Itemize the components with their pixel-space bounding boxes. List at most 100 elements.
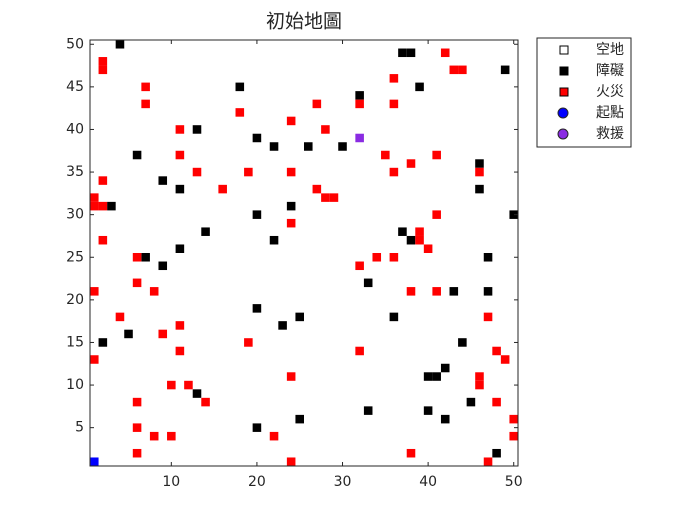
map-cell <box>440 48 450 58</box>
map-cell <box>175 244 185 253</box>
map-cell <box>406 48 416 58</box>
map-cell <box>355 91 364 100</box>
map-cell <box>184 380 193 390</box>
map-cell <box>90 201 99 211</box>
map-cell <box>492 397 501 407</box>
map-cell <box>132 253 142 262</box>
map-cell <box>423 406 433 415</box>
y-tick-label: 30 <box>66 207 84 223</box>
map-cell <box>235 108 245 117</box>
map-cell <box>192 125 202 134</box>
legend-label: 起點 <box>596 105 624 121</box>
map-cell <box>406 448 416 458</box>
map-cell <box>389 312 399 322</box>
map-cell <box>252 133 262 143</box>
map-cell <box>201 227 210 236</box>
map-cell <box>329 193 339 202</box>
y-tick-label: 15 <box>66 334 84 350</box>
map-cell <box>295 414 304 424</box>
map-cell <box>406 159 416 168</box>
map-cell <box>98 338 108 347</box>
x-tick-label: 30 <box>334 474 352 490</box>
map-cell <box>175 125 185 134</box>
map-cell <box>509 414 518 424</box>
y-tick-label: 40 <box>66 121 84 137</box>
map-cell <box>432 150 441 160</box>
map-cell <box>286 372 296 381</box>
map-cell <box>423 372 433 381</box>
map-cell <box>389 99 399 109</box>
map-cell <box>175 346 185 356</box>
map-cell <box>415 227 424 236</box>
map-cell <box>201 397 210 407</box>
map-cell <box>389 253 399 262</box>
map-cell <box>278 321 287 330</box>
map-cell <box>132 397 142 407</box>
map-cell <box>175 184 185 194</box>
map-cell <box>389 167 399 177</box>
map-cell <box>286 116 296 126</box>
map-cell <box>244 338 253 347</box>
map-cell <box>124 329 133 339</box>
map-cell <box>132 448 142 458</box>
map-cell <box>252 304 262 313</box>
map-cell <box>175 150 185 160</box>
map-cell <box>475 372 484 381</box>
map-cell <box>449 287 459 296</box>
map-cell <box>286 218 296 228</box>
map-cell <box>141 82 150 92</box>
map-cell <box>90 287 99 296</box>
map-cell <box>218 184 227 194</box>
x-tick-label: 10 <box>162 474 180 490</box>
map-cell <box>235 82 245 92</box>
map-cell <box>90 457 99 466</box>
map-cell <box>440 414 450 424</box>
legend-label: 障礙 <box>596 63 624 79</box>
map-cell <box>312 184 322 194</box>
map-cell <box>141 99 150 109</box>
map-cell <box>363 278 373 288</box>
x-tick-label: 50 <box>505 474 523 490</box>
map-cell <box>355 261 364 271</box>
y-tick-label: 45 <box>66 79 84 95</box>
map-cell <box>132 150 142 160</box>
map-cell <box>312 99 322 109</box>
map-cell <box>158 329 168 339</box>
legend-marker <box>557 107 569 119</box>
map-cell <box>449 65 459 75</box>
map-cell <box>167 380 176 390</box>
map-cell <box>90 355 99 364</box>
map-cell <box>286 167 296 177</box>
map-cell <box>115 40 125 49</box>
map-cell <box>286 201 296 211</box>
map-cell <box>338 142 347 151</box>
map-cell <box>509 431 518 441</box>
map-cell <box>107 201 116 211</box>
map-cell <box>423 244 433 253</box>
map-cell <box>141 253 150 262</box>
plot-frame <box>89 39 519 467</box>
map-cell <box>252 423 262 432</box>
map-cell <box>98 176 108 185</box>
map-cell <box>149 287 159 296</box>
map-cell <box>355 346 364 356</box>
map-cell <box>432 372 441 381</box>
map-cell <box>458 338 467 347</box>
map-cell <box>398 227 407 236</box>
x-tick-label: 40 <box>419 474 437 490</box>
y-tick-label: 35 <box>66 164 84 180</box>
map-cell <box>90 193 99 202</box>
map-cell <box>458 65 467 75</box>
map-cell <box>483 287 493 296</box>
map-cell <box>321 193 330 202</box>
map-cell <box>158 176 168 185</box>
map-cell <box>440 363 450 373</box>
map-cell <box>406 235 416 245</box>
map-cell <box>406 287 416 296</box>
map-cell <box>475 184 484 194</box>
y-tick-label: 50 <box>66 36 84 52</box>
map-cell <box>192 167 202 177</box>
map-cell <box>483 457 493 466</box>
chart-title: 初始地圖 <box>266 11 342 33</box>
